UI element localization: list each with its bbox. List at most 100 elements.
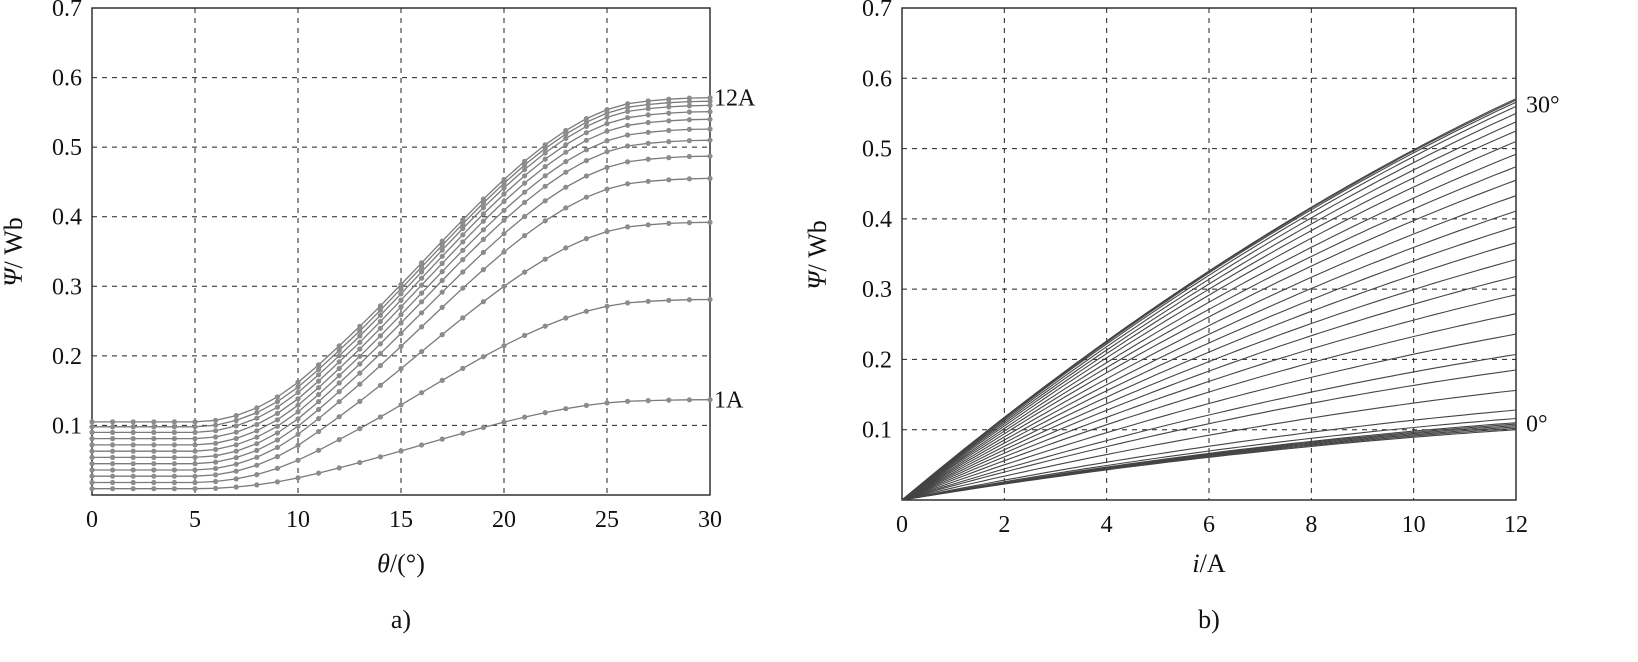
data-point bbox=[398, 343, 404, 349]
data-point bbox=[295, 416, 301, 422]
data-point bbox=[171, 429, 177, 435]
data-point bbox=[439, 377, 445, 383]
data-point bbox=[604, 164, 610, 170]
data-point bbox=[192, 473, 198, 479]
data-point bbox=[563, 245, 569, 251]
data-point bbox=[480, 249, 486, 255]
data-point bbox=[254, 447, 260, 453]
data-point bbox=[542, 156, 548, 162]
data-point bbox=[501, 249, 507, 255]
data-point bbox=[707, 137, 713, 143]
data-point bbox=[542, 256, 548, 262]
data-point bbox=[233, 413, 239, 419]
data-point bbox=[439, 269, 445, 275]
data-point bbox=[357, 328, 363, 334]
series-line-26deg bbox=[901, 112, 1517, 501]
data-point bbox=[666, 104, 672, 110]
data-point bbox=[254, 472, 260, 478]
data-point bbox=[316, 416, 322, 422]
ticks-a: 0 5 10 15 20 25 30 0.1 0.2 0.3 0.4 0.5 0.6 0.7 bbox=[52, 0, 722, 533]
data-point bbox=[233, 461, 239, 467]
data-point bbox=[686, 176, 693, 182]
data-point bbox=[130, 461, 136, 467]
data-point bbox=[377, 363, 383, 369]
data-point bbox=[419, 349, 425, 355]
data-point bbox=[583, 123, 590, 129]
data-point bbox=[398, 320, 404, 326]
plot-frame-a bbox=[91, 7, 711, 496]
data-point bbox=[398, 291, 404, 297]
data-point bbox=[254, 454, 260, 460]
data-point bbox=[274, 399, 280, 405]
data-point bbox=[419, 282, 425, 288]
data-point bbox=[192, 442, 198, 448]
data-point bbox=[130, 442, 136, 448]
series-line-13deg bbox=[901, 294, 1517, 501]
data-point bbox=[645, 98, 651, 104]
data-point bbox=[357, 398, 363, 404]
data-point bbox=[171, 442, 177, 448]
y-axis-symbol-a: Ψ bbox=[0, 266, 28, 287]
data-point bbox=[377, 312, 383, 318]
series-line-11deg bbox=[901, 333, 1517, 501]
data-point bbox=[295, 396, 301, 402]
series-line-10deg bbox=[901, 353, 1517, 501]
data-point bbox=[192, 454, 198, 460]
data-point bbox=[151, 473, 157, 479]
data-point bbox=[460, 269, 466, 275]
data-point bbox=[233, 435, 239, 442]
data-point bbox=[604, 107, 610, 113]
data-point bbox=[213, 459, 219, 465]
data-point bbox=[274, 444, 280, 451]
data-point bbox=[377, 318, 383, 325]
data-point bbox=[151, 448, 157, 454]
y-axis-label-a: Ψ/ Wb bbox=[0, 217, 28, 287]
data-point bbox=[254, 410, 260, 416]
data-point bbox=[336, 353, 342, 359]
x-tick-label-a: 10 bbox=[286, 507, 310, 533]
data-point bbox=[316, 385, 322, 391]
data-point bbox=[522, 158, 528, 164]
data-point bbox=[110, 473, 116, 479]
data-point bbox=[480, 299, 486, 305]
data-point bbox=[295, 423, 301, 429]
data-point bbox=[110, 419, 116, 425]
data-point bbox=[542, 145, 548, 152]
data-point bbox=[460, 239, 466, 245]
series-line-15deg bbox=[901, 259, 1517, 501]
data-point bbox=[501, 207, 507, 213]
data-point bbox=[233, 468, 239, 474]
data-point bbox=[645, 156, 651, 162]
x-axis-symbol-b: i bbox=[1192, 549, 1199, 578]
x-axis-symbol-a: θ bbox=[377, 549, 390, 578]
data-point bbox=[316, 378, 322, 384]
data-point bbox=[89, 473, 95, 479]
y-tick-label-b: 0.2 bbox=[862, 347, 892, 373]
data-point bbox=[151, 461, 157, 467]
data-point bbox=[171, 479, 177, 486]
data-point bbox=[171, 454, 177, 460]
data-point bbox=[151, 454, 157, 460]
data-point bbox=[625, 300, 631, 306]
data-point bbox=[480, 218, 486, 224]
data-point bbox=[707, 219, 713, 225]
data-point bbox=[563, 205, 569, 211]
data-point bbox=[542, 198, 548, 204]
data-point bbox=[254, 482, 260, 488]
data-point bbox=[439, 436, 445, 442]
data-point bbox=[419, 264, 425, 270]
data-point bbox=[522, 199, 528, 205]
data-point bbox=[316, 406, 322, 413]
data-point bbox=[625, 398, 631, 404]
data-point bbox=[89, 461, 95, 467]
data-point bbox=[357, 323, 363, 329]
data-point bbox=[213, 440, 219, 446]
data-point bbox=[583, 236, 590, 242]
data-point bbox=[336, 465, 342, 471]
data-point bbox=[686, 103, 693, 109]
x-axis-unit-b: /A bbox=[1200, 549, 1226, 578]
data-point bbox=[254, 434, 260, 440]
data-point bbox=[110, 467, 116, 473]
data-point bbox=[213, 472, 219, 478]
data-point bbox=[192, 419, 198, 425]
